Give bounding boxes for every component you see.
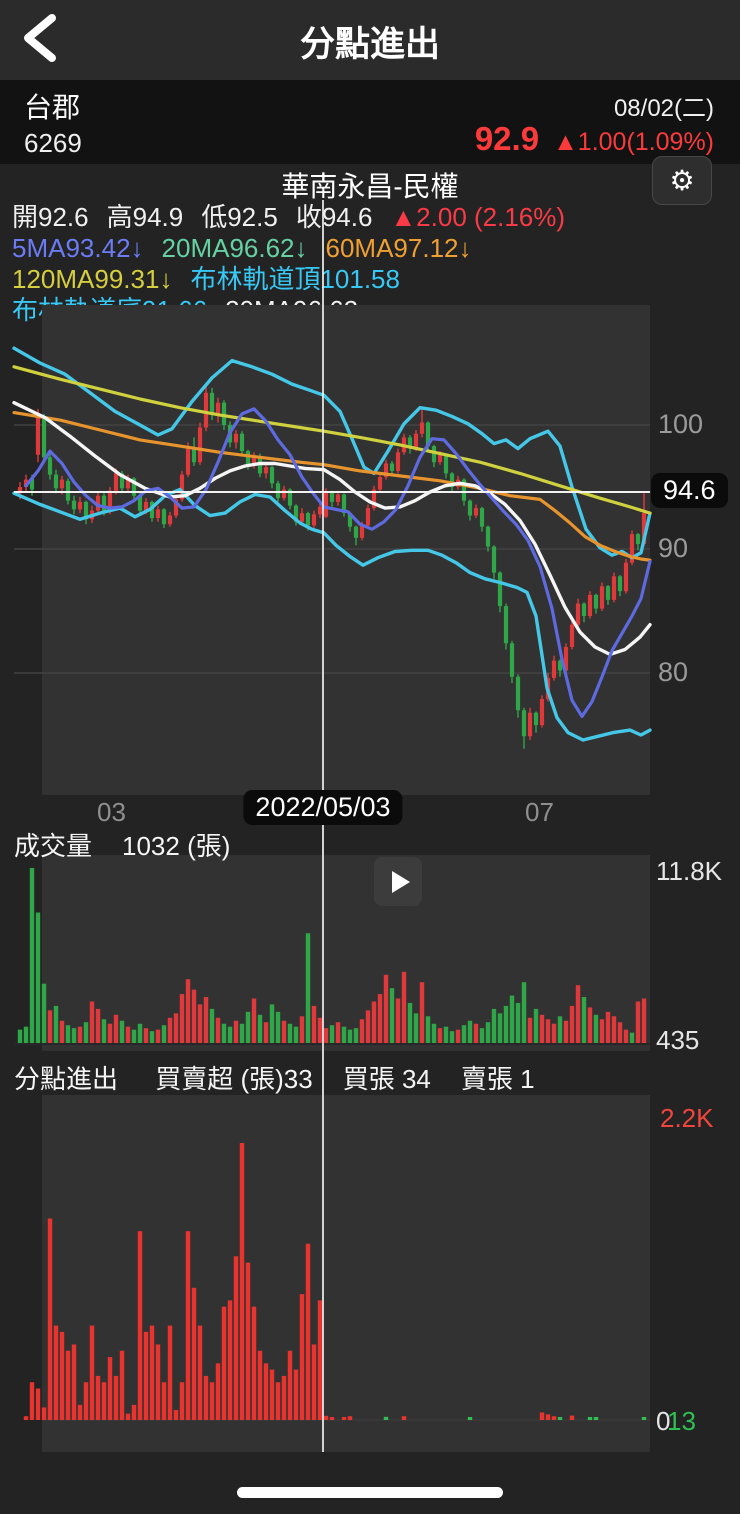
volume-axis-min: 435 xyxy=(656,1025,700,1055)
indicator-row: 開92.6 高94.9 低92.5 收94.6 ▲2.00 (2.16%) xyxy=(12,202,728,233)
indicator-value: 120MA99.31↓ xyxy=(12,264,173,294)
indicator-value: 收94.6 xyxy=(295,202,373,232)
settings-button[interactable]: ⚙ xyxy=(652,156,712,205)
indicator-value: 20MA96.62↓ xyxy=(161,233,308,263)
volume-label: 成交量 xyxy=(14,831,93,861)
price-tick-label: 100 xyxy=(658,409,704,440)
home-indicator[interactable] xyxy=(237,1487,503,1498)
crosshair-price-tag: 94.6 xyxy=(651,472,728,508)
price-bar: 92.9 ▲1.00(1.09%) xyxy=(475,120,714,158)
indicator-value: 高94.9 xyxy=(106,202,184,232)
indicator-row: 120MA99.31↓ 布林軌道頂101.58 xyxy=(12,264,728,295)
gear-icon: ⚙ xyxy=(669,164,695,196)
branch-axis-max: 2.2K xyxy=(660,1103,714,1133)
x-axis-label-right: 07 xyxy=(525,797,554,827)
chevron-left-icon xyxy=(24,14,56,62)
play-button[interactable] xyxy=(374,857,422,906)
price-change: ▲1.00(1.09%) xyxy=(553,128,714,156)
crosshair-vertical-line xyxy=(322,200,324,1452)
branch-office-title: 華南永昌-民權 xyxy=(281,171,459,202)
last-price: 92.9 xyxy=(474,120,540,157)
branch-stat: 買張 34 xyxy=(342,1064,431,1094)
indicator-value: 開92.6 xyxy=(12,202,89,232)
branch-net-buy-chart[interactable] xyxy=(0,1093,740,1454)
stock-info-band xyxy=(0,80,740,164)
indicator-value: 5MA93.42↓ xyxy=(12,233,144,263)
candlestick-chart[interactable] xyxy=(0,305,740,800)
x-axis-label-left: 03 xyxy=(97,797,126,827)
stock-code: 6269 xyxy=(24,128,82,158)
indicator-row: 5MA93.42↓ 20MA96.62↓ 60MA97.12↓ xyxy=(12,233,728,264)
play-icon xyxy=(391,870,410,893)
branch-axis-zero: 0 xyxy=(656,1406,671,1436)
branch-stat: 買賣超 (張)33 xyxy=(155,1064,313,1094)
volume-axis-max: 11.8K xyxy=(656,856,723,886)
volume-chart[interactable] xyxy=(0,855,740,1055)
volume-header: 成交量 1032 (張) xyxy=(14,826,260,863)
price-tick-label: 90 xyxy=(658,533,689,564)
stock-name: 台郡 xyxy=(24,92,81,123)
indicator-value: 布林軌道頂101.58 xyxy=(190,264,400,294)
branch-header-title: 分點進出 xyxy=(14,1064,119,1094)
price-tick-label: 80 xyxy=(658,657,689,688)
back-button[interactable] xyxy=(16,12,64,64)
trade-date: 08/02(二) xyxy=(613,95,714,122)
branch-last-value: 13 xyxy=(667,1406,696,1436)
branch-stat: 賣張 1 xyxy=(460,1064,535,1094)
branch-header: 分點進出 買賣超 (張)33 買張 34 賣張 1 xyxy=(14,1059,565,1096)
indicator-value: ▲2.00 (2.16%) xyxy=(390,202,566,232)
page-title: 分點進出 xyxy=(299,25,440,64)
indicator-value: 低92.5 xyxy=(201,202,278,232)
nav-bar: 分點進出 xyxy=(0,0,740,80)
volume-value: 1032 (張) xyxy=(122,831,231,861)
crosshair-date-tooltip: 2022/05/03 xyxy=(243,790,403,825)
indicator-value: 60MA97.12↓ xyxy=(325,233,472,263)
